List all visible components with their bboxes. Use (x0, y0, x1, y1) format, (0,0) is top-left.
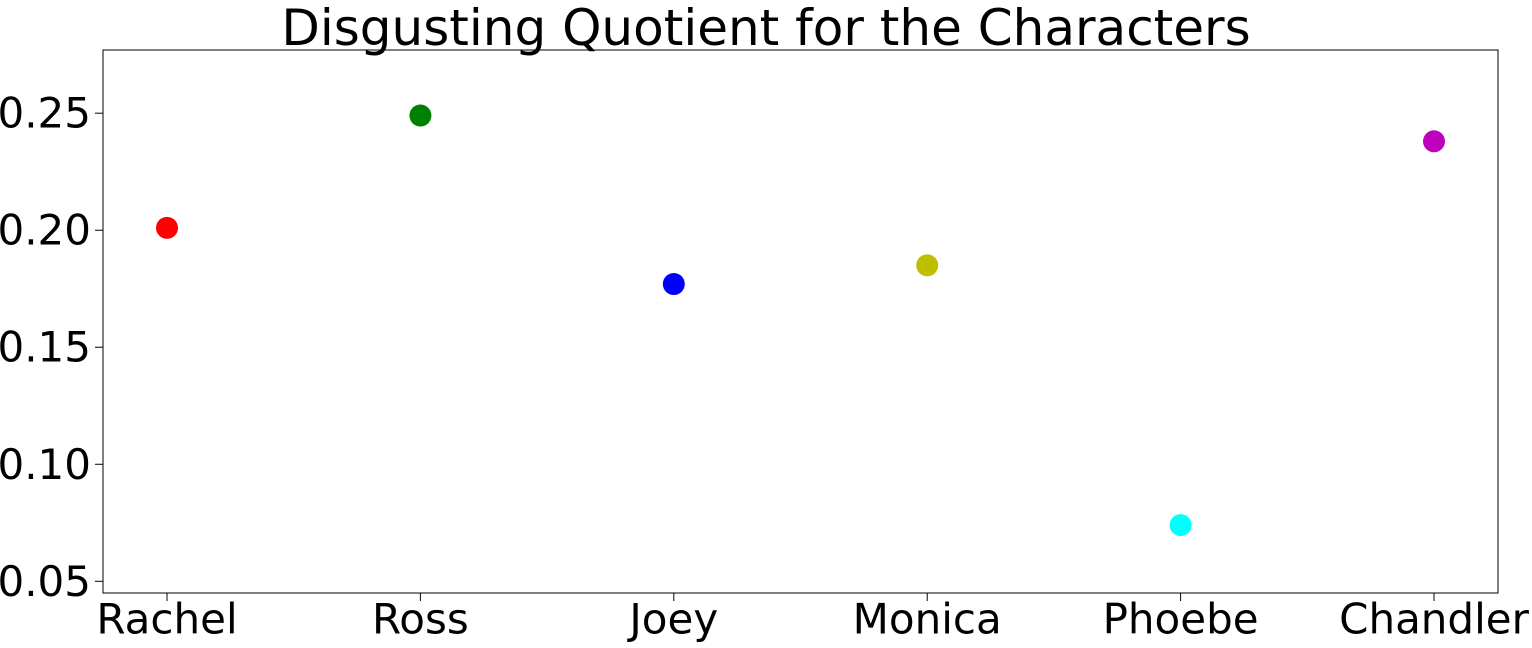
y-tick-label: 0.20 (0, 206, 91, 255)
data-point-joey (662, 273, 685, 296)
y-tick-label: 0.25 (0, 89, 91, 138)
x-tick-label-ross: Ross (372, 595, 469, 644)
y-tick-label: 0.05 (0, 557, 91, 606)
data-point-monica (916, 254, 939, 277)
axes-frame (102, 49, 1499, 594)
data-point-phoebe (1169, 514, 1192, 537)
x-tick-label-joey: Joey (626, 595, 718, 644)
y-tick-label: 0.15 (0, 323, 91, 372)
x-tick-label-rachel: Rachel (96, 595, 237, 644)
x-tick-label-chandler: Chandler (1339, 595, 1529, 644)
chart-title: Disgusting Quotient for the Characters (281, 0, 1251, 57)
x-tick-label-monica: Monica (853, 595, 1002, 644)
y-tick-label: 0.10 (0, 440, 91, 489)
data-point-ross (409, 104, 432, 127)
data-point-chandler (1423, 130, 1445, 153)
y-axis: 0.05 0.10 0.15 0.20 0.25 (0, 89, 103, 606)
x-axis: Rachel Ross Joey Monica Phoebe Chandler (96, 593, 1530, 644)
x-tick-label-phoebe: Phoebe (1103, 595, 1259, 644)
data-point-rachel (156, 216, 178, 239)
data-points (156, 104, 1445, 537)
